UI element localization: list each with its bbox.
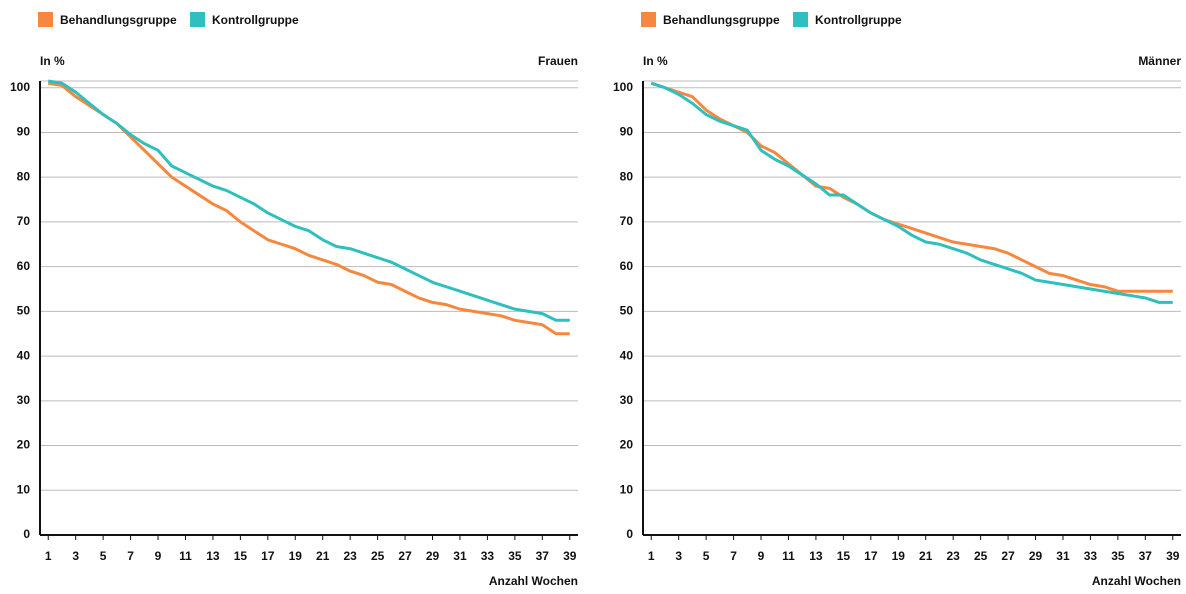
x-tick-label: 15 (234, 549, 248, 563)
x-tick-label: 1 (45, 549, 52, 563)
x-tick-label: 35 (508, 549, 522, 563)
y-tick-label: 10 (620, 482, 634, 496)
x-tick-label: 31 (1056, 549, 1070, 563)
y-tick-label: 100 (613, 80, 633, 94)
x-tick-label: 23 (343, 549, 357, 563)
x-tick-label: 13 (206, 549, 220, 563)
x-tick-label: 27 (1001, 549, 1015, 563)
x-tick-label: 25 (371, 549, 385, 563)
y-tick-label: 70 (17, 214, 31, 228)
x-tick-label: 7 (730, 549, 737, 563)
y-tick-label: 10 (17, 482, 31, 496)
x-tick-label: 11 (179, 549, 192, 563)
panel-title: Frauen (538, 54, 578, 68)
legend-swatch (38, 12, 53, 27)
x-tick-label: 37 (536, 549, 550, 563)
y-tick-label: 100 (10, 80, 30, 94)
x-tick-label: 31 (453, 549, 467, 563)
y-tick-label: 60 (620, 259, 634, 273)
x-tick-label: 5 (100, 549, 107, 563)
line-series (650, 81, 1173, 304)
x-tick-label: 19 (289, 549, 303, 563)
x-tick-label: 33 (481, 549, 495, 563)
y-tick-label: 90 (17, 125, 31, 139)
y-tick-label: 80 (17, 169, 31, 183)
x-tick-label: 27 (398, 549, 412, 563)
x-tick-label: 39 (563, 549, 577, 563)
y-tick-label: 90 (620, 125, 634, 139)
x-tick-label: 37 (1139, 549, 1153, 563)
x-tick-label: 3 (675, 549, 682, 563)
x-tick-label: 9 (758, 549, 765, 563)
y-tick-label: 40 (620, 348, 634, 362)
legend-label: Behandlungsgruppe (663, 13, 780, 27)
y-tick-label: 50 (620, 304, 634, 318)
legend-label: Behandlungsgruppe (60, 13, 177, 27)
x-tick-label: 7 (127, 549, 134, 563)
x-axis-label: Anzahl Wochen (1092, 574, 1181, 588)
y-tick-label: 40 (17, 348, 31, 362)
line-series (47, 81, 570, 336)
y-tick-label: 20 (17, 438, 31, 452)
y-tick-label: 0 (23, 527, 30, 541)
x-axis-label: Anzahl Wochen (489, 574, 578, 588)
x-tick-label: 9 (155, 549, 162, 563)
x-tick-label: 23 (946, 549, 960, 563)
panel: Behandlungsgruppe Kontrollgruppe In % Fraue… (10, 12, 578, 588)
line-series (47, 79, 570, 322)
y-tick-label: 60 (17, 259, 31, 273)
x-tick-label: 25 (974, 549, 988, 563)
legend-label: Kontrollgruppe (212, 13, 299, 27)
x-tick-label: 19 (892, 549, 906, 563)
y-tick-label: 30 (620, 393, 634, 407)
x-tick-label: 15 (837, 549, 851, 563)
line-series (650, 81, 1173, 293)
panel-title: Männer (1138, 54, 1181, 68)
y-tick-label: 0 (626, 527, 633, 541)
legend-swatch (793, 12, 808, 27)
x-tick-label: 3 (72, 549, 79, 563)
x-tick-label: 21 (919, 549, 933, 563)
legend-swatch (190, 12, 205, 27)
y-axis-label: In % (643, 54, 668, 68)
x-tick-label: 39 (1166, 549, 1180, 563)
y-tick-label: 30 (17, 393, 31, 407)
y-axis-label: In % (40, 54, 65, 68)
x-tick-label: 35 (1111, 549, 1125, 563)
y-tick-label: 70 (620, 214, 634, 228)
x-tick-label: 17 (261, 549, 275, 563)
x-tick-label: 1 (648, 549, 655, 563)
x-tick-label: 5 (703, 549, 710, 563)
y-tick-label: 80 (620, 169, 634, 183)
y-tick-label: 50 (17, 304, 31, 318)
legend-swatch (641, 12, 656, 27)
x-tick-label: 29 (426, 549, 440, 563)
x-tick-label: 11 (782, 549, 795, 563)
x-tick-label: 21 (316, 549, 330, 563)
x-tick-label: 33 (1084, 549, 1098, 563)
x-tick-label: 29 (1029, 549, 1043, 563)
x-tick-label: 13 (809, 549, 823, 563)
y-tick-label: 20 (620, 438, 634, 452)
x-tick-label: 17 (864, 549, 878, 563)
legend-label: Kontrollgruppe (815, 13, 902, 27)
panel: Behandlungsgruppe Kontrollgruppe In % Männe… (613, 12, 1181, 588)
